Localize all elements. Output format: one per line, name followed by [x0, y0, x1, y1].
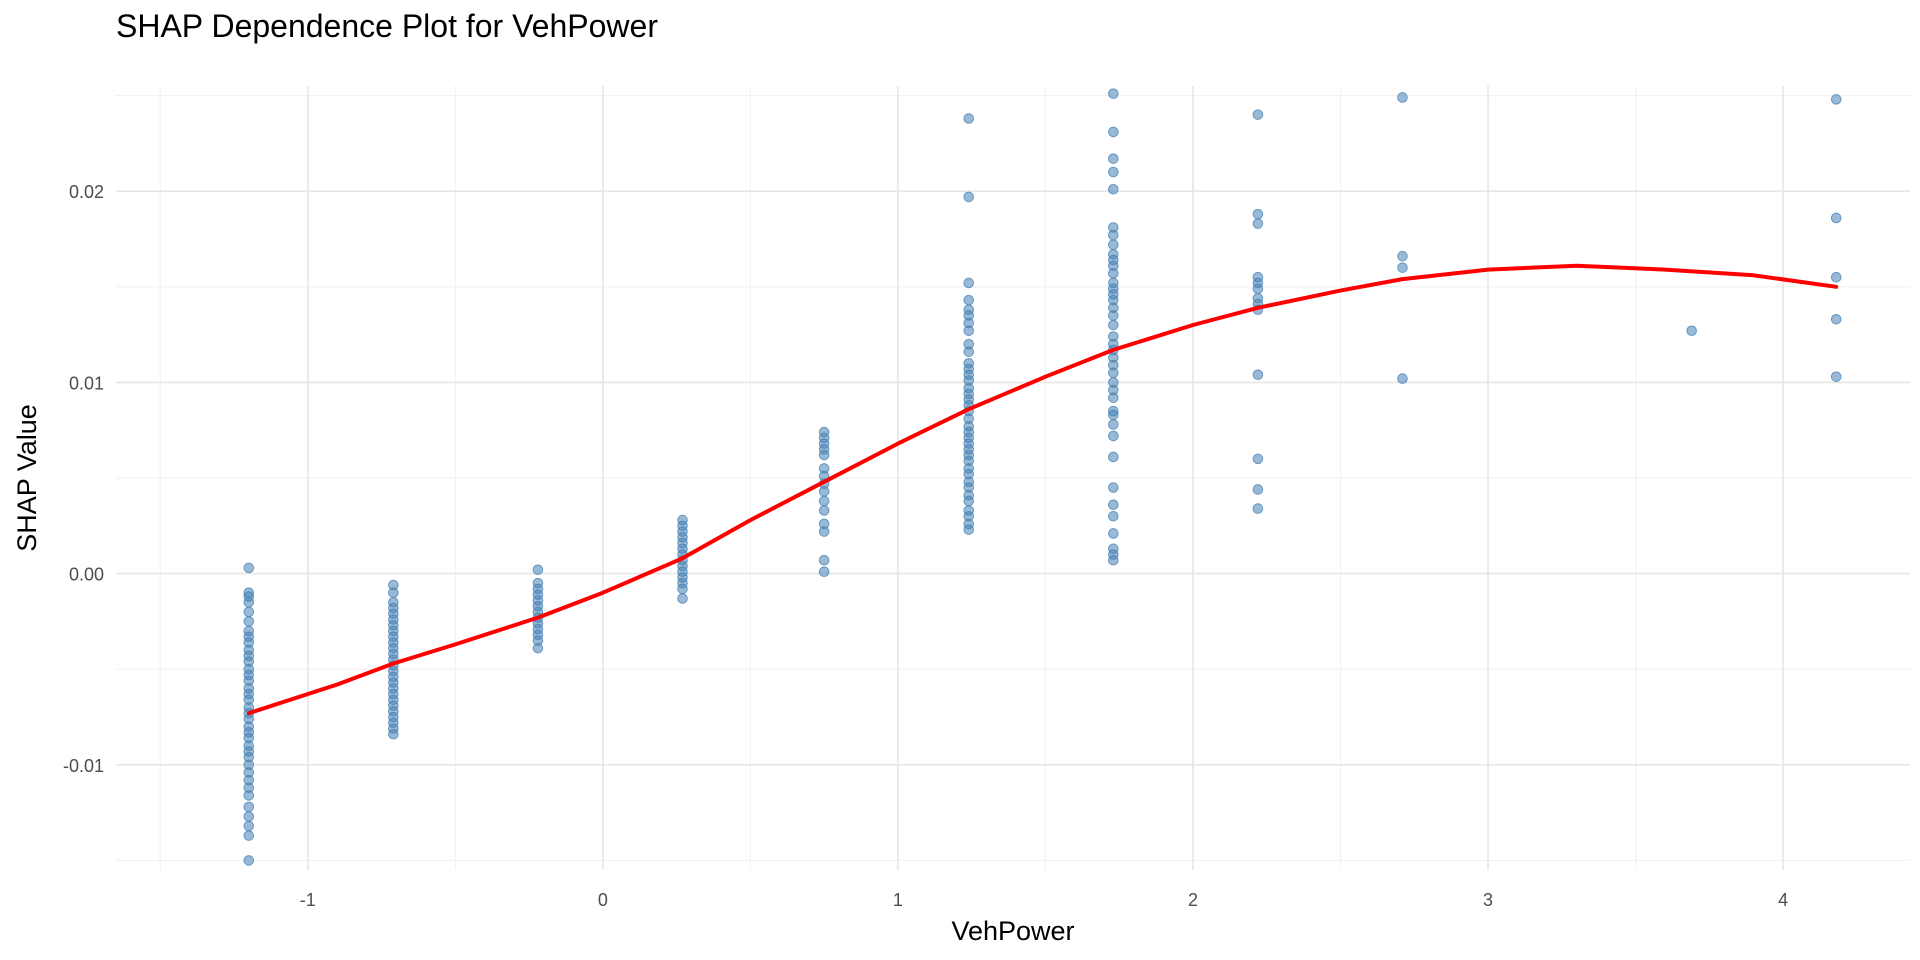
gridlines: [116, 86, 1910, 870]
scatter-point: [1108, 166, 1119, 178]
scatter-point: [1252, 484, 1264, 495]
scatter-point: [243, 855, 255, 866]
scatter-point: [1108, 183, 1119, 195]
x-tick-label: 2: [1188, 890, 1198, 910]
scatter-point: [1252, 369, 1264, 381]
scatter-point: [1108, 88, 1119, 99]
scatter-point: [243, 790, 255, 801]
scatter-point: [1397, 250, 1408, 262]
scatter-point: [1108, 482, 1119, 493]
scatter-point: [388, 587, 399, 599]
scatter-points: [243, 88, 1842, 866]
scatter-point: [243, 811, 255, 822]
scatter-point: [1108, 319, 1119, 331]
scatter-point: [963, 277, 975, 289]
scatter-point: [1252, 208, 1264, 220]
scatter-point: [1252, 218, 1264, 229]
scatter-point: [243, 606, 255, 618]
scatter-point: [1397, 373, 1408, 384]
scatter-point: [1108, 229, 1119, 241]
scatter-point: [243, 616, 255, 627]
scatter-point: [1397, 262, 1408, 273]
x-tick-label: 3: [1483, 890, 1493, 910]
scatter-point: [1108, 126, 1119, 138]
scatter-point: [1108, 451, 1119, 463]
scatter-point: [1108, 499, 1119, 511]
scatter-point: [818, 554, 830, 566]
y-tick-label: 0.00: [69, 565, 104, 585]
x-tick-label: 0: [598, 890, 608, 910]
scatter-point: [243, 596, 255, 608]
scatter-point: [818, 495, 830, 507]
chart-title: SHAP Dependence Plot for VehPower: [116, 8, 658, 44]
scatter-point: [1252, 453, 1264, 465]
scatter-point: [532, 564, 544, 576]
y-axis-ticks: -0.01 0.00 0.01 0.02: [63, 182, 104, 776]
scatter-point: [818, 526, 830, 537]
scatter-point: [963, 325, 975, 337]
scatter-point: [1830, 94, 1842, 105]
y-axis-title: SHAP Value: [12, 404, 42, 552]
scatter-point: [818, 486, 830, 497]
trend-line-group: [246, 263, 1839, 716]
scatter-point: [963, 346, 975, 358]
trend-line: [246, 263, 1839, 716]
scatter-point: [963, 294, 975, 306]
scatter-point: [388, 728, 399, 740]
scatter-point: [963, 495, 975, 507]
scatter-point: [1108, 510, 1119, 522]
scatter-point: [243, 820, 255, 832]
scatter-point: [963, 524, 975, 535]
scatter-point: [1108, 268, 1119, 279]
x-axis-ticks: -1 0 1 2 3 4: [300, 890, 1788, 910]
x-tick-label: -1: [300, 890, 316, 910]
scatter-point: [1830, 212, 1842, 224]
scatter-point: [1108, 528, 1119, 539]
scatter-point: [532, 642, 544, 654]
scatter-point: [677, 583, 688, 595]
scatter-point: [1108, 239, 1119, 251]
scatter-point: [1252, 503, 1264, 514]
scatter-point: [963, 113, 975, 124]
scatter-point: [243, 830, 255, 841]
scatter-point: [1830, 371, 1842, 382]
y-tick-label: 0.02: [69, 182, 104, 202]
scatter-point: [1252, 109, 1264, 120]
x-tick-label: 1: [893, 890, 903, 910]
scatter-point: [1830, 271, 1842, 283]
scatter-point: [1108, 419, 1119, 430]
scatter-point: [963, 191, 975, 203]
scatter-point: [818, 566, 830, 577]
scatter-point: [1108, 310, 1119, 321]
y-tick-label: -0.01: [63, 756, 104, 776]
scatter-point: [677, 593, 688, 604]
scatter-point: [818, 505, 830, 516]
scatter-point: [1686, 325, 1697, 337]
scatter-point: [1830, 313, 1842, 325]
scatter-point: [243, 801, 255, 813]
x-tick-label: 4: [1778, 890, 1788, 910]
scatter-point: [1108, 554, 1119, 566]
scatter-point: [1108, 430, 1119, 442]
scatter-point: [243, 562, 255, 574]
scatter-point: [1252, 283, 1264, 294]
scatter-point: [1108, 392, 1119, 403]
scatter-point: [1108, 153, 1119, 164]
scatter-point: [1397, 92, 1408, 103]
scatter-point: [1108, 367, 1119, 379]
x-axis-title: VehPower: [951, 916, 1074, 946]
scatter-point: [818, 449, 830, 461]
scatter-point: [1108, 409, 1119, 421]
y-tick-label: 0.01: [69, 373, 104, 393]
